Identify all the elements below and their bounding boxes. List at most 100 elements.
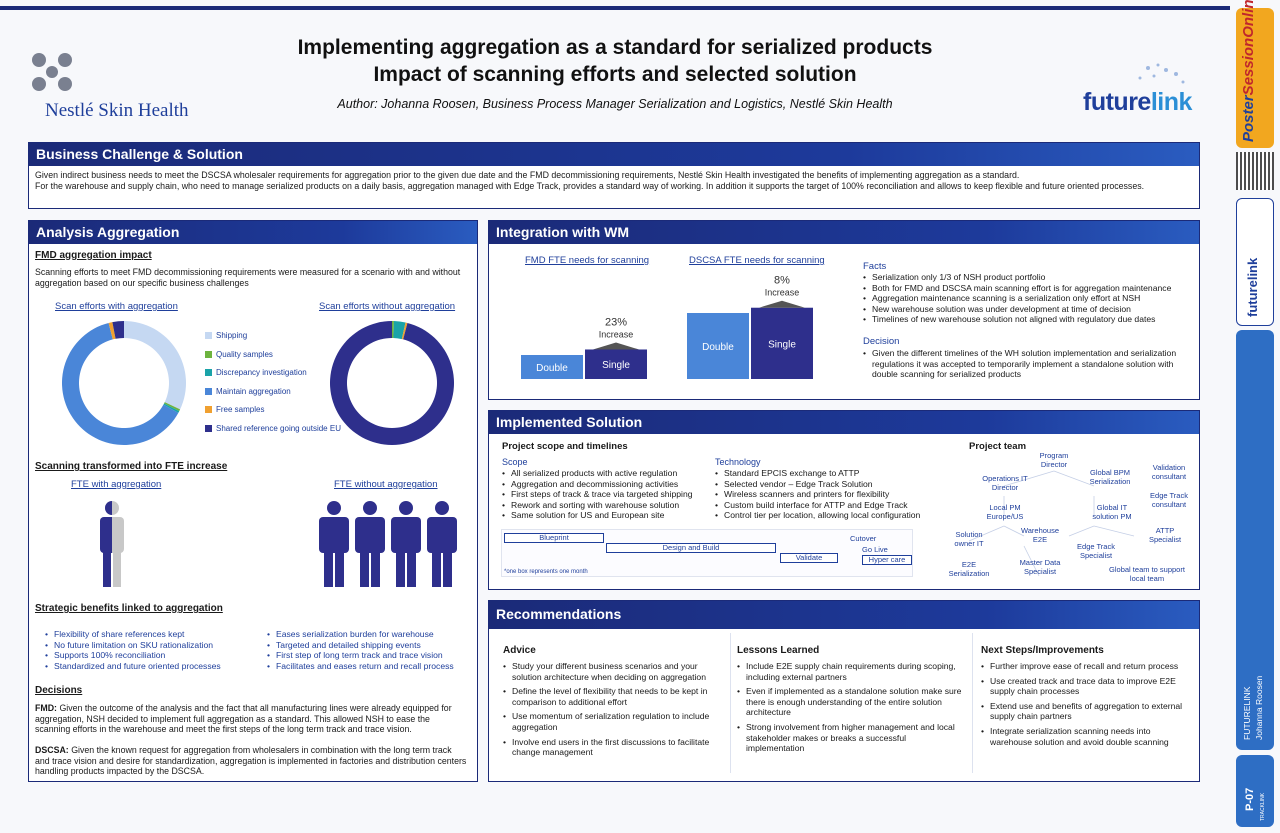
team-edgetrack-specialist: Edge Track Specialist bbox=[1077, 542, 1115, 560]
lessons-list: Include E2E supply chain requirements du… bbox=[737, 661, 962, 754]
fmd-impact-text: Scanning efforts to meet FMD decommissio… bbox=[35, 267, 461, 288]
futurelink-logo: futurelink bbox=[1078, 60, 1208, 125]
business-text: Given indirect business needs to meet th… bbox=[35, 170, 1145, 191]
top-rule bbox=[0, 6, 1230, 10]
increase-label: Increase bbox=[599, 329, 634, 339]
timeline-note: *one box represents one month bbox=[504, 569, 588, 575]
poster-title: Implementing aggregation as a standard f… bbox=[297, 36, 933, 86]
decision-title: Decision bbox=[863, 336, 900, 347]
next-list: Further improve ease of recall and retur… bbox=[981, 661, 1193, 747]
team-connectors bbox=[968, 470, 1135, 577]
increase-label: Increase bbox=[765, 288, 800, 298]
scope-list: All serialized products with active regu… bbox=[502, 468, 717, 521]
donut-slice-shipping bbox=[124, 321, 186, 410]
section-heading: Integration with WM bbox=[489, 221, 1199, 244]
decision-list: Given the different timelines of the WH … bbox=[863, 348, 1193, 380]
recommendations-panel: Recommendations Advice Study your differ… bbox=[488, 600, 1200, 782]
legend-swatch bbox=[205, 387, 212, 395]
fte-with-label: FTE with aggregation bbox=[71, 479, 162, 490]
legend-label: Maintain aggregation bbox=[216, 386, 291, 396]
donut-without-aggregation bbox=[330, 321, 454, 445]
bar-label: Double bbox=[536, 363, 568, 374]
donut-legend: Shipping Quality samples Discrepancy inves… bbox=[205, 331, 341, 441]
donut-slice-shared-reference-going-outside-eu bbox=[330, 321, 454, 445]
analysis-panel: Analysis Aggregation FMD aggregation imp… bbox=[28, 220, 478, 782]
donut-slice-free-samples bbox=[401, 322, 408, 340]
bar-single bbox=[585, 349, 647, 379]
team-local-pm: Local PM Europe/US bbox=[986, 503, 1024, 521]
bar-label: Single bbox=[768, 339, 796, 350]
bar-double bbox=[687, 313, 749, 379]
futurelink-side-badge: futurelink bbox=[1236, 198, 1274, 326]
donut1-title: Scan efforts with aggregation bbox=[55, 301, 178, 312]
decisions-title: Decisions bbox=[35, 685, 83, 696]
donut-slice-discrepancy-investigation bbox=[393, 321, 406, 340]
bar-double bbox=[521, 355, 583, 379]
team-solution-owner: Solution owner IT bbox=[954, 530, 984, 548]
person-icon-with bbox=[100, 501, 124, 587]
project-timeline: Blueprint Design and Build Validate Cuto… bbox=[501, 529, 913, 577]
poster-session-badge[interactable]: PosterSessionOnline bbox=[1236, 0, 1274, 148]
strategic-right-list: Eases serialization burden for warehouse… bbox=[267, 629, 477, 671]
bar-label: Double bbox=[702, 342, 734, 353]
fte-title: Scanning transformed into FTE increase bbox=[35, 461, 228, 472]
facts-title: Facts bbox=[863, 261, 887, 272]
scope-label: Scope bbox=[502, 457, 528, 467]
donut-slice-quality-samples bbox=[392, 321, 394, 339]
timeline-cutover: Cutover bbox=[850, 534, 877, 543]
timeline-golive: Go Live bbox=[862, 545, 888, 554]
page-number-badge: P-07 TRACKLINK bbox=[1236, 755, 1274, 827]
advice-list: Study your different business scenarios … bbox=[503, 661, 723, 758]
timeline-blueprint: Blueprint bbox=[504, 533, 604, 543]
legend-label: Shipping bbox=[216, 331, 248, 340]
divider bbox=[972, 633, 973, 773]
increase-marker bbox=[593, 342, 639, 350]
legend-label: Discrepancy investigation bbox=[216, 368, 307, 377]
section-heading: Recommendations bbox=[489, 601, 1199, 629]
qr-code[interactable] bbox=[1236, 152, 1274, 190]
legend-swatch bbox=[205, 350, 212, 358]
legend-label: Free samples bbox=[216, 405, 265, 414]
legend-item: Shared reference going outside EU bbox=[205, 424, 341, 433]
legend-label: Quality samples bbox=[216, 349, 273, 359]
next-title: Next Steps/Improvements bbox=[981, 645, 1104, 656]
fmd-decision: FMD: Given the outcome of the analysis a… bbox=[35, 703, 452, 734]
team-edgetrack-consultant: Edge Track consultant bbox=[1150, 491, 1188, 509]
dscsa-fte-bar-chart: Double Single 8%Increase bbox=[687, 275, 813, 379]
donut-with-aggregation bbox=[61, 321, 186, 445]
bar-single bbox=[751, 307, 813, 379]
team-master-data: Master Data Specialist bbox=[1019, 558, 1061, 576]
fmd-impact-title: FMD aggregation impact bbox=[35, 250, 152, 261]
team-warehouse: Warehouse E2E bbox=[1020, 526, 1060, 544]
increase-marker bbox=[759, 300, 805, 308]
team-title: Project team bbox=[969, 441, 1027, 452]
side-info-bar: FUTURELINK Johanna Roosen bbox=[1236, 330, 1274, 750]
increase-percent: 8% bbox=[774, 275, 790, 287]
section-heading: Business Challenge & Solution bbox=[29, 143, 1199, 166]
strategic-title: Strategic benefits linked to aggregation bbox=[35, 603, 223, 614]
scope-title: Project scope and timelines bbox=[502, 441, 628, 452]
implemented-panel: Implemented Solution Project scope and t… bbox=[488, 410, 1200, 590]
legend-item: Free samples bbox=[205, 405, 264, 414]
team-program-director: Program Director bbox=[1039, 451, 1069, 469]
legend-item: Maintain aggregation bbox=[205, 387, 291, 396]
donut-slice-shared-reference-going-outside-eu bbox=[112, 321, 124, 339]
legend-swatch bbox=[205, 424, 212, 432]
donut2-title: Scan efforts without aggregation bbox=[319, 301, 456, 312]
strategic-left-list: Flexibility of share references keptNo f… bbox=[45, 629, 265, 671]
team-e2e-serialization: E2E Serialization bbox=[948, 560, 990, 578]
team-global-it-pm: Global IT solution PM bbox=[1092, 503, 1132, 521]
lessons-title: Lessons Learned bbox=[737, 645, 820, 656]
team-global-support: Global team to support local team bbox=[1109, 565, 1185, 583]
facts-list: Serialization only 1/3 of NSH product po… bbox=[863, 272, 1193, 325]
timeline-design-build: Design and Build bbox=[606, 543, 776, 553]
increase-percent: 23% bbox=[605, 316, 627, 328]
nestle-logo: Nestlé Skin Health bbox=[25, 48, 225, 123]
legend-item: Discrepancy investigation bbox=[205, 368, 307, 377]
donut-slice-discrepancy-investigation bbox=[163, 403, 180, 413]
timeline-hypercare: Hyper care bbox=[862, 555, 912, 565]
donut-slice-maintain-aggregation bbox=[61, 322, 179, 445]
legend-swatch bbox=[205, 369, 212, 377]
team-validation: Validation consultant bbox=[1151, 463, 1187, 481]
advice-title: Advice bbox=[503, 645, 536, 656]
